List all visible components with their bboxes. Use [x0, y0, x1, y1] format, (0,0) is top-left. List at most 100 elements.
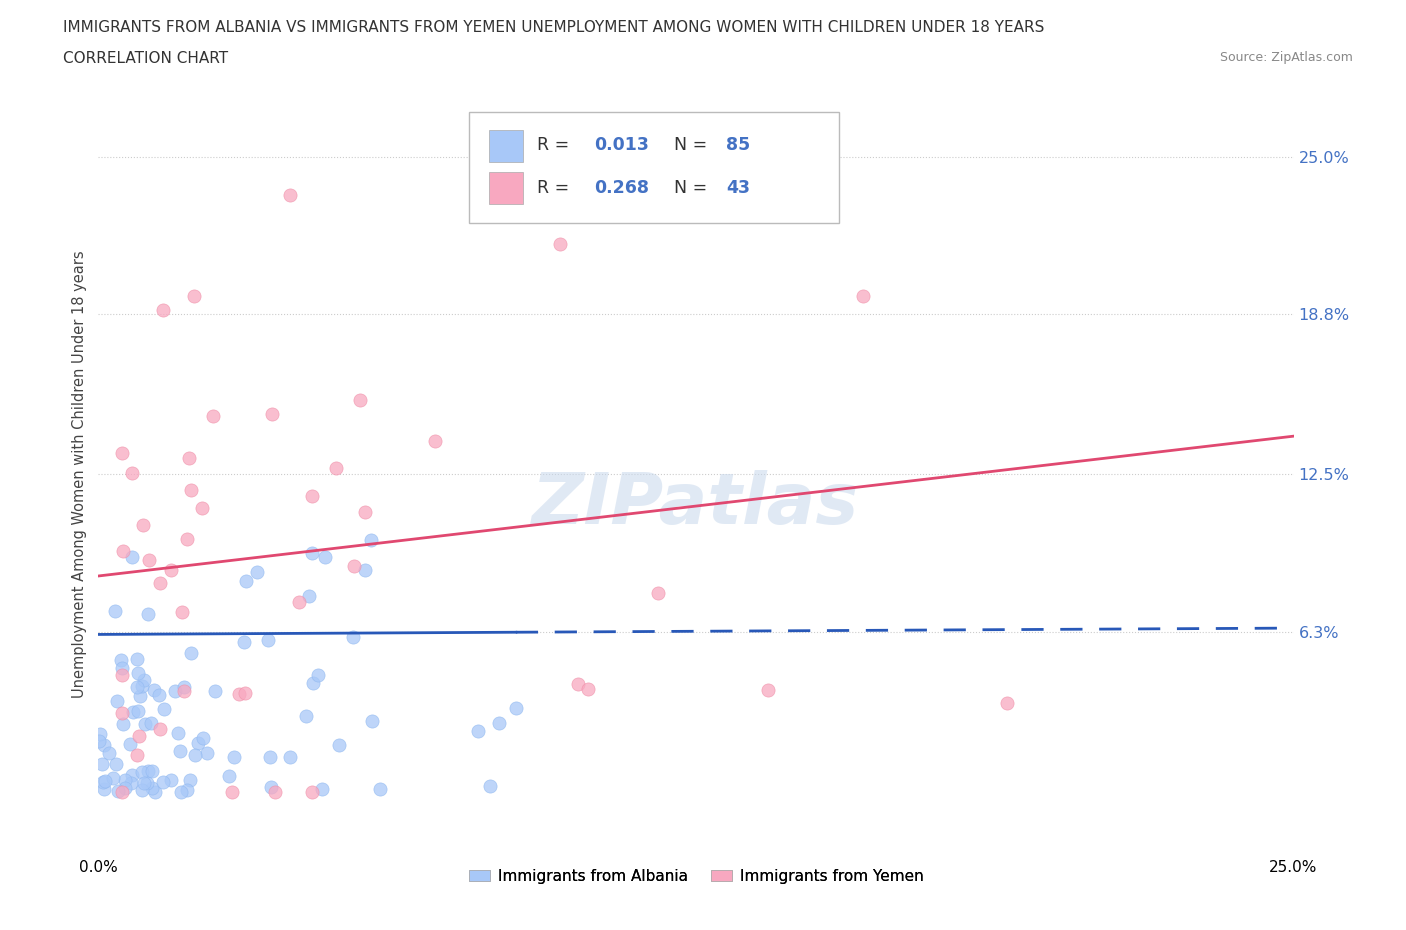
- Text: N =: N =: [675, 179, 713, 197]
- Point: [183, 289, 205, 304]
- Point: [91, 775, 114, 790]
- Point: [195, 745, 218, 760]
- Point: [142, 683, 165, 698]
- Text: 43: 43: [725, 179, 749, 197]
- Point: [149, 576, 172, 591]
- Point: [349, 392, 371, 407]
- Point: [361, 713, 384, 728]
- Point: [179, 450, 201, 465]
- Text: ZIPatlas: ZIPatlas: [533, 471, 859, 539]
- Point: [141, 715, 163, 730]
- Point: [222, 750, 245, 764]
- Point: [260, 780, 283, 795]
- Point: [423, 433, 446, 448]
- Point: [204, 684, 226, 698]
- Point: [995, 696, 1018, 711]
- Point: [325, 460, 347, 475]
- Point: [141, 781, 163, 796]
- FancyBboxPatch shape: [489, 129, 523, 162]
- Point: [114, 780, 136, 795]
- Point: [176, 782, 198, 797]
- Point: [301, 546, 323, 561]
- Point: [127, 704, 149, 719]
- Point: [259, 750, 281, 764]
- Point: [125, 747, 148, 762]
- Point: [101, 771, 124, 786]
- Y-axis label: Unemployment Among Women with Children Under 18 years: Unemployment Among Women with Children U…: [72, 250, 87, 698]
- Point: [131, 678, 153, 693]
- Point: [145, 784, 167, 799]
- Point: [173, 680, 195, 695]
- Point: [141, 764, 163, 778]
- Legend: Immigrants from Albania, Immigrants from Yemen: Immigrants from Albania, Immigrants from…: [463, 863, 929, 890]
- Point: [134, 716, 156, 731]
- Point: [328, 737, 350, 752]
- Point: [111, 706, 134, 721]
- Point: [368, 782, 391, 797]
- Point: [187, 735, 209, 750]
- Text: 0.013: 0.013: [595, 136, 650, 153]
- Point: [121, 465, 143, 480]
- Point: [218, 768, 240, 783]
- Point: [170, 784, 193, 799]
- Point: [202, 409, 225, 424]
- Point: [131, 764, 153, 779]
- Point: [131, 782, 153, 797]
- Point: [302, 675, 325, 690]
- Point: [148, 688, 170, 703]
- Point: [184, 748, 207, 763]
- Point: [228, 686, 250, 701]
- Point: [479, 778, 502, 793]
- Point: [852, 289, 875, 304]
- Point: [288, 594, 311, 609]
- Point: [311, 782, 333, 797]
- Point: [111, 445, 134, 460]
- Point: [134, 776, 156, 790]
- Point: [647, 586, 669, 601]
- Point: [152, 302, 174, 317]
- Point: [235, 574, 257, 589]
- Point: [93, 782, 115, 797]
- Point: [114, 773, 136, 788]
- Point: [127, 666, 149, 681]
- Point: [233, 634, 256, 649]
- Text: 0.268: 0.268: [595, 179, 650, 197]
- Point: [301, 785, 323, 800]
- Text: R =: R =: [537, 136, 575, 153]
- Point: [193, 730, 215, 745]
- Text: 85: 85: [725, 136, 749, 153]
- Point: [160, 563, 183, 578]
- Point: [87, 734, 110, 749]
- Point: [264, 785, 287, 800]
- Point: [111, 668, 134, 683]
- Point: [104, 756, 127, 771]
- Point: [172, 605, 194, 620]
- Point: [354, 563, 377, 578]
- Point: [111, 716, 134, 731]
- Point: [138, 552, 160, 567]
- Point: [111, 785, 134, 800]
- Point: [298, 589, 321, 604]
- Point: [176, 532, 198, 547]
- Point: [354, 505, 377, 520]
- Point: [121, 768, 143, 783]
- Point: [121, 704, 143, 719]
- Point: [131, 518, 153, 533]
- Point: [307, 668, 329, 683]
- Point: [360, 532, 382, 547]
- Text: Source: ZipAtlas.com: Source: ZipAtlas.com: [1219, 51, 1353, 64]
- Point: [180, 483, 202, 498]
- Point: [221, 785, 243, 800]
- Point: [136, 606, 159, 621]
- Point: [165, 684, 187, 698]
- Point: [118, 737, 141, 751]
- Point: [246, 565, 269, 579]
- Point: [93, 737, 115, 752]
- Point: [110, 661, 132, 676]
- Point: [91, 756, 114, 771]
- Point: [153, 702, 176, 717]
- Point: [191, 500, 214, 515]
- Point: [110, 652, 132, 667]
- Point: [280, 750, 302, 764]
- Point: [173, 684, 195, 698]
